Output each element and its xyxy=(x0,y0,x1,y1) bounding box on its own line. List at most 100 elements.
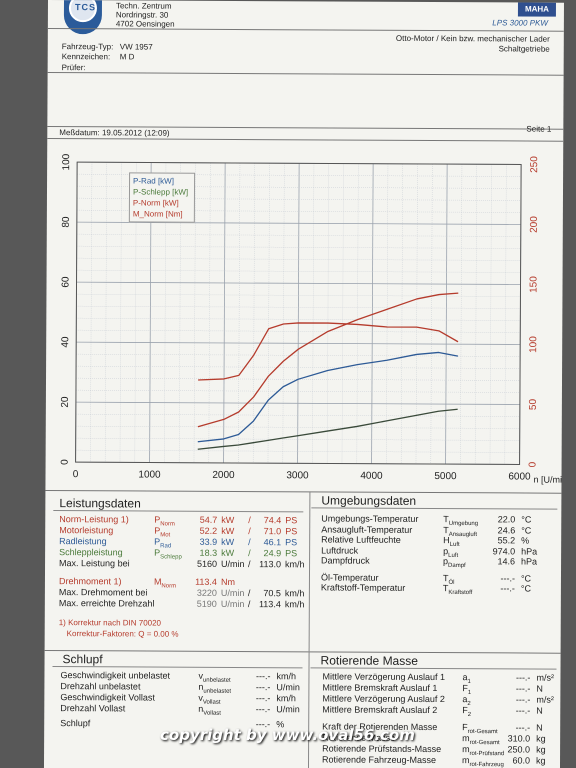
grid-line-x xyxy=(238,163,241,464)
grid-line-x xyxy=(267,163,270,464)
grid-line-x xyxy=(119,162,122,463)
separator: / xyxy=(248,548,251,559)
mass-label: Mittlere Verzögerung Auslauf 1 xyxy=(322,671,446,683)
x-tick-label: 3000 xyxy=(286,470,309,481)
env-value: ---.- xyxy=(500,572,516,583)
engine-type: Otto-Motor / Kein bzw. mechanischer Lade… xyxy=(395,33,550,44)
slip-label: Drehzahl unbelastet xyxy=(60,681,141,692)
y-left-tick-label: 60 xyxy=(60,276,71,288)
grid-line-y xyxy=(76,233,521,237)
mass-unit: kg xyxy=(535,755,546,766)
env-symbol: pDampf xyxy=(443,556,466,569)
grid-line-x xyxy=(297,163,300,464)
power-value-2: 113.0 xyxy=(259,559,282,570)
grid-line-x xyxy=(193,162,196,463)
mass-value: 250.0 xyxy=(507,744,531,755)
env-unit: % xyxy=(521,535,530,546)
mass-value: ---.- xyxy=(515,705,531,716)
separator: / xyxy=(247,599,251,610)
mass-value: ---.- xyxy=(515,694,531,705)
grid-line-x xyxy=(415,163,418,464)
power-unit-1: kW xyxy=(221,514,235,525)
env-unit: °C xyxy=(520,583,532,594)
env-unit: °C xyxy=(521,524,532,536)
series-line-1 xyxy=(197,408,458,450)
y-left-tick-label: 0 xyxy=(60,459,71,465)
mass-unit: N xyxy=(536,683,543,694)
power-unit-2: PS xyxy=(285,537,298,548)
x-tick-label: 0 xyxy=(73,469,79,480)
y-left-tick-label: 20 xyxy=(60,396,71,408)
grid-line-x xyxy=(341,163,344,464)
tester-label: Prüfer: xyxy=(61,63,86,73)
address-block: Techn. Zentrum Nordringstr. 30 4702 Oens… xyxy=(115,1,175,29)
separator: / xyxy=(248,526,251,537)
torque-row-unit-1: U/min xyxy=(220,587,245,599)
maha-logo: MAHA xyxy=(517,2,556,17)
power-value-2: 71.0 xyxy=(263,526,282,537)
env-label: Dampfdruck xyxy=(321,555,370,566)
separator: / xyxy=(248,559,251,570)
separator: / xyxy=(248,515,251,526)
slip-value: ---.- xyxy=(255,671,271,682)
y-right-tick-label: 200 xyxy=(529,216,540,233)
torque-row-value-2: 113.4 xyxy=(258,599,281,610)
env-value: 24.6 xyxy=(497,524,516,535)
y-right-tick-label: 150 xyxy=(528,276,539,293)
env-value: 22.0 xyxy=(497,514,516,525)
power-unit-1: kW xyxy=(221,547,235,558)
power-label: Norm-Leistung 1) xyxy=(59,514,129,525)
power-unit-1: kW xyxy=(221,536,235,547)
env-unit: °C xyxy=(521,514,532,525)
slip-label: Drehzahl Vollast xyxy=(60,703,126,714)
mass-value: 60.0 xyxy=(512,755,531,766)
mass-label: Rotierende Fahrzeug-Masse xyxy=(322,754,437,766)
x-tick-label: 4000 xyxy=(360,471,383,482)
page-number: Seite 1 xyxy=(526,124,552,134)
torque-symbol: MNorm xyxy=(153,576,177,590)
grid-line-x xyxy=(252,163,255,464)
power-unit-2: PS xyxy=(285,548,298,559)
plate-value: M D xyxy=(119,52,135,62)
separator: / xyxy=(248,537,251,548)
power-value-2: 46.1 xyxy=(263,537,282,548)
mass-unit: N xyxy=(536,705,543,716)
power-unit-2: PS xyxy=(285,515,298,526)
env-value: 55.2 xyxy=(497,535,516,546)
x-axis-label: n [U/min] xyxy=(533,475,563,485)
grid-line-x xyxy=(90,162,93,463)
power-value-1: 54.7 xyxy=(199,514,218,525)
grid-line-x xyxy=(460,164,463,465)
grid-line-y xyxy=(76,245,521,249)
mass-label: Mittlere Bremskraft Auslauf 2 xyxy=(322,704,438,716)
grid-line-y xyxy=(76,281,521,285)
slip-label: Geschwindigkeit unbelastet xyxy=(60,670,171,681)
slip-value: ---.- xyxy=(255,693,271,704)
power-label: Schleppleistung xyxy=(59,547,123,558)
device-name: LPS 3000 PKW xyxy=(492,18,548,28)
power-label: Max. Leistung bei xyxy=(59,558,130,569)
x-tick-label: 1000 xyxy=(138,469,161,480)
power-value-2: 24.9 xyxy=(263,548,282,559)
slip-label: Geschwindigkeit Vollast xyxy=(60,692,155,703)
legend-p-norm: P-Norm [kW] xyxy=(132,198,179,208)
env-unit: hPa xyxy=(521,545,538,557)
power-value-2: 74.4 xyxy=(263,515,282,526)
y-right-tick-label: 250 xyxy=(529,156,540,173)
env-value: 14.6 xyxy=(497,556,516,567)
torque-row-value-1: 5190 xyxy=(196,598,217,609)
grid-line-x xyxy=(371,163,374,464)
power-label: Motorleistung xyxy=(59,525,114,536)
chart-legend: P-Rad [kW] P-Schlepp [kW] P-Norm [kW] M_… xyxy=(128,172,196,223)
env-unit: °C xyxy=(520,572,532,584)
series-line-0 xyxy=(197,351,459,443)
gearbox-type: Schaltgetriebe xyxy=(498,44,550,54)
grid-line-y xyxy=(76,341,521,345)
mass-unit: N xyxy=(536,722,543,733)
grid-line-x xyxy=(489,164,492,465)
grid-line-x xyxy=(474,164,477,465)
env-section-title: Umgebungsdaten xyxy=(321,493,417,508)
mass-label: Rotierende Prüfstands-Masse xyxy=(322,743,442,755)
power-label: Radleistung xyxy=(59,536,107,547)
y-left-tick-label: 100 xyxy=(61,153,72,170)
